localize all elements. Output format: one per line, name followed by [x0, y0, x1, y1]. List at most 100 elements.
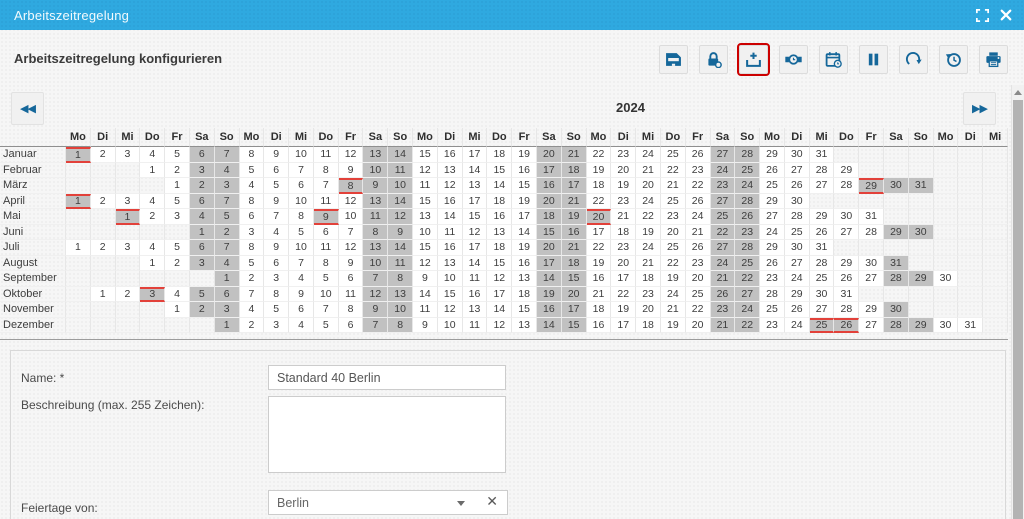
calendar-day[interactable]: 23 [611, 193, 637, 209]
calendar-day[interactable]: 13 [462, 302, 488, 318]
calendar-day[interactable]: 11 [363, 209, 389, 225]
calendar-day[interactable]: 30 [933, 317, 959, 333]
calendar-day[interactable]: 27 [784, 255, 810, 271]
calendar-day[interactable]: 31 [908, 178, 934, 194]
calendar-day[interactable]: 5 [264, 178, 290, 194]
calendar-day[interactable]: 10 [413, 224, 438, 240]
calendar-day[interactable]: 20 [537, 147, 562, 163]
calendar-day[interactable]: 8 [388, 271, 414, 287]
calendar-day[interactable]: 23 [660, 209, 686, 225]
calendar-day[interactable]: 10 [437, 271, 463, 287]
calendar-day[interactable]: 26 [834, 317, 860, 333]
calendar-day[interactable]: 8 [313, 255, 339, 271]
previous-year-button[interactable]: ◀◀ [11, 92, 44, 125]
calendar-day[interactable]: 11 [413, 302, 438, 318]
calendar-day[interactable]: 1 [165, 178, 190, 194]
calendar-day[interactable]: 10 [338, 209, 364, 225]
calendar-day[interactable]: 28 [859, 224, 885, 240]
calendar-day[interactable]: 28 [884, 271, 909, 287]
calendar-day[interactable]: 28 [735, 240, 761, 256]
calendar-day[interactable]: 27 [834, 224, 860, 240]
calendar-day[interactable]: 25 [735, 255, 761, 271]
calendar-day[interactable]: 12 [388, 209, 414, 225]
calendar-day[interactable]: 28 [884, 317, 909, 333]
calendar-day[interactable]: 7 [214, 147, 240, 163]
calendar-day[interactable]: 18 [586, 178, 612, 194]
calendar-day[interactable]: 2 [140, 209, 166, 225]
save-button[interactable] [659, 45, 688, 74]
calendar-day[interactable]: 4 [214, 255, 240, 271]
calendar-day[interactable]: 7 [289, 255, 314, 271]
calendar-day[interactable]: 28 [809, 162, 835, 178]
calendar-day[interactable]: 8 [239, 193, 265, 209]
calendar-day[interactable]: 30 [834, 209, 860, 225]
calendar-day[interactable]: 15 [512, 302, 537, 318]
calendar-day[interactable]: 30 [933, 271, 959, 287]
calendar-day[interactable]: 23 [611, 240, 637, 256]
calendar-day[interactable]: 22 [685, 302, 711, 318]
calendar-day[interactable]: 2 [90, 240, 116, 256]
calendar-day[interactable]: 23 [685, 255, 711, 271]
vertical-scrollbar[interactable] [1011, 85, 1024, 519]
calendar-day[interactable]: 7 [239, 286, 265, 302]
calendar-day[interactable]: 28 [834, 302, 860, 318]
calendar-day[interactable]: 18 [487, 193, 513, 209]
calendar-day[interactable]: 11 [462, 271, 488, 287]
calendar-day[interactable]: 10 [313, 286, 339, 302]
calendar-day[interactable]: 17 [512, 209, 537, 225]
calendar-day[interactable]: 3 [140, 286, 166, 302]
calendar-day[interactable]: 29 [809, 209, 835, 225]
calendar-day[interactable]: 1 [165, 302, 190, 318]
calendar-day[interactable]: 25 [710, 209, 736, 225]
calendar-day[interactable]: 19 [636, 224, 661, 240]
calendar-day[interactable]: 20 [636, 178, 661, 194]
calendar-day[interactable]: 2 [239, 271, 265, 287]
calendar-day[interactable]: 27 [784, 162, 810, 178]
calendar-day[interactable]: 6 [264, 162, 290, 178]
calendar-day[interactable]: 27 [710, 240, 736, 256]
calendar-day[interactable]: 12 [363, 286, 389, 302]
calendar-day[interactable]: 7 [363, 317, 389, 333]
calendar-day[interactable]: 30 [884, 178, 909, 194]
calendar-day[interactable]: 25 [809, 317, 835, 333]
calendar-day[interactable]: 31 [958, 317, 984, 333]
calendar-day[interactable]: 18 [636, 271, 661, 287]
calendar-day[interactable]: 21 [660, 302, 686, 318]
calendar-day[interactable]: 24 [784, 317, 810, 333]
calendar-day[interactable]: 26 [685, 193, 711, 209]
calendar-day[interactable]: 25 [735, 162, 761, 178]
calendar-day[interactable]: 18 [561, 255, 587, 271]
calendar-day[interactable]: 24 [735, 178, 761, 194]
calendar-day[interactable]: 23 [636, 286, 661, 302]
calendar-day[interactable]: 6 [264, 255, 290, 271]
calendar-day[interactable]: 13 [437, 162, 463, 178]
calendar-day[interactable]: 31 [834, 286, 860, 302]
calendar-day[interactable]: 26 [735, 209, 761, 225]
calendar-day[interactable]: 19 [586, 162, 612, 178]
calendar-day[interactable]: 12 [487, 317, 513, 333]
calendar-day[interactable]: 8 [363, 224, 389, 240]
calendar-day[interactable]: 27 [735, 286, 761, 302]
calendar-day[interactable]: 25 [660, 147, 686, 163]
pause-button[interactable] [859, 45, 888, 74]
calendar-day[interactable]: 17 [462, 147, 488, 163]
calendar-day[interactable]: 13 [388, 286, 414, 302]
calendar-day[interactable]: 3 [115, 147, 141, 163]
calendar-day[interactable]: 28 [784, 209, 810, 225]
calendar-day[interactable]: 13 [462, 178, 488, 194]
calendar-day[interactable]: 12 [487, 271, 513, 287]
calendar-day[interactable]: 16 [586, 317, 612, 333]
calendar-day[interactable]: 5 [165, 147, 190, 163]
calendar-day[interactable]: 3 [264, 317, 290, 333]
calendar-day[interactable]: 12 [462, 224, 488, 240]
calendar-day[interactable]: 22 [735, 317, 761, 333]
calendar-day[interactable]: 17 [611, 271, 637, 287]
clear-x-icon[interactable]: ✕ [486, 494, 498, 510]
calendar-day[interactable]: 26 [760, 162, 785, 178]
calendar-day[interactable]: 2 [90, 147, 116, 163]
calendar-day[interactable]: 14 [413, 286, 438, 302]
calendar-day[interactable]: 19 [512, 193, 537, 209]
calendar-day[interactable]: 15 [413, 240, 438, 256]
calendar-day[interactable]: 8 [264, 286, 290, 302]
calendar-day[interactable]: 12 [437, 178, 463, 194]
